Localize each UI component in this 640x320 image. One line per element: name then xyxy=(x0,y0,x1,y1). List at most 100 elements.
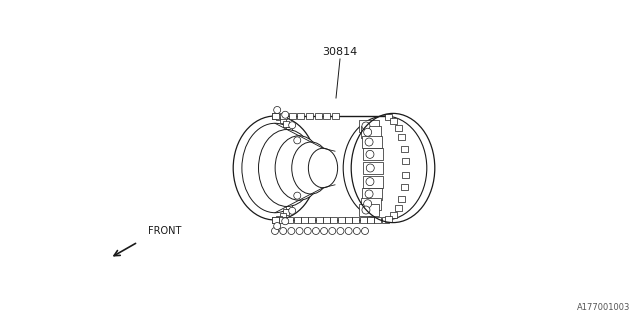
Bar xyxy=(398,134,405,140)
Bar xyxy=(332,113,339,119)
Circle shape xyxy=(289,122,296,129)
Bar xyxy=(286,204,292,209)
Bar xyxy=(360,217,367,223)
Circle shape xyxy=(289,207,296,214)
Bar xyxy=(401,146,408,152)
Circle shape xyxy=(366,164,374,172)
Circle shape xyxy=(365,190,373,198)
Ellipse shape xyxy=(292,142,330,194)
Bar xyxy=(390,118,397,124)
Ellipse shape xyxy=(259,130,316,206)
Circle shape xyxy=(366,178,374,186)
Bar xyxy=(276,114,282,120)
Circle shape xyxy=(345,228,352,235)
Bar xyxy=(316,217,323,223)
Circle shape xyxy=(288,228,295,235)
Bar xyxy=(298,113,305,119)
Bar xyxy=(323,113,330,119)
Circle shape xyxy=(296,155,303,162)
Ellipse shape xyxy=(242,123,308,213)
Bar xyxy=(289,134,294,140)
Bar xyxy=(271,217,278,223)
Circle shape xyxy=(304,228,311,235)
Bar xyxy=(289,113,296,119)
Circle shape xyxy=(296,228,303,235)
Bar xyxy=(359,120,379,132)
Circle shape xyxy=(282,218,289,225)
Circle shape xyxy=(362,122,370,130)
Bar xyxy=(315,113,322,119)
Circle shape xyxy=(364,200,372,208)
Circle shape xyxy=(282,111,289,118)
Bar xyxy=(276,216,282,222)
Bar xyxy=(279,217,286,223)
Bar xyxy=(330,217,337,223)
Bar xyxy=(308,217,315,223)
Bar xyxy=(367,217,374,223)
Circle shape xyxy=(364,128,372,136)
Ellipse shape xyxy=(343,116,427,220)
Bar xyxy=(398,196,405,202)
Bar xyxy=(363,148,383,160)
Bar xyxy=(280,113,287,119)
Bar xyxy=(395,205,402,211)
Circle shape xyxy=(337,228,344,235)
Text: 30814: 30814 xyxy=(323,47,358,57)
Bar xyxy=(402,172,409,178)
Bar xyxy=(283,121,289,127)
Bar xyxy=(280,213,285,220)
Bar xyxy=(361,198,381,210)
Circle shape xyxy=(274,222,281,229)
Bar xyxy=(364,162,383,174)
Bar xyxy=(402,158,409,164)
Bar xyxy=(292,151,298,157)
Bar xyxy=(286,127,292,132)
Bar xyxy=(293,160,299,166)
Circle shape xyxy=(274,107,281,114)
Bar xyxy=(291,142,297,148)
Circle shape xyxy=(312,228,319,235)
Bar xyxy=(337,217,344,223)
Circle shape xyxy=(296,174,303,181)
Circle shape xyxy=(362,228,369,235)
Bar xyxy=(292,179,298,185)
Circle shape xyxy=(294,137,301,144)
Bar xyxy=(374,217,381,223)
Circle shape xyxy=(329,228,336,235)
Bar xyxy=(390,212,397,218)
Bar xyxy=(361,126,381,138)
Circle shape xyxy=(321,228,328,235)
Circle shape xyxy=(294,192,301,199)
Bar xyxy=(359,204,379,216)
Bar xyxy=(294,217,301,223)
Bar xyxy=(381,217,388,223)
Bar xyxy=(286,217,293,223)
Bar xyxy=(289,196,294,202)
Bar xyxy=(362,188,382,200)
Circle shape xyxy=(366,150,374,158)
Text: FRONT: FRONT xyxy=(148,226,181,236)
Bar xyxy=(352,217,359,223)
Bar xyxy=(271,113,278,119)
Circle shape xyxy=(271,228,278,235)
Bar xyxy=(363,176,383,188)
Circle shape xyxy=(280,228,287,235)
Bar xyxy=(385,114,392,120)
Bar xyxy=(280,116,285,123)
Bar xyxy=(385,216,392,222)
Bar xyxy=(323,217,330,223)
Bar xyxy=(272,113,278,119)
Circle shape xyxy=(365,138,373,146)
Bar xyxy=(293,170,299,176)
Bar xyxy=(301,217,308,223)
Circle shape xyxy=(362,206,370,214)
Bar xyxy=(306,113,313,119)
Bar xyxy=(345,217,352,223)
Bar xyxy=(291,188,297,194)
Ellipse shape xyxy=(275,136,323,200)
Bar xyxy=(272,217,278,223)
Bar xyxy=(395,125,402,131)
Bar xyxy=(283,209,289,215)
Circle shape xyxy=(353,228,360,235)
Bar xyxy=(401,184,408,190)
